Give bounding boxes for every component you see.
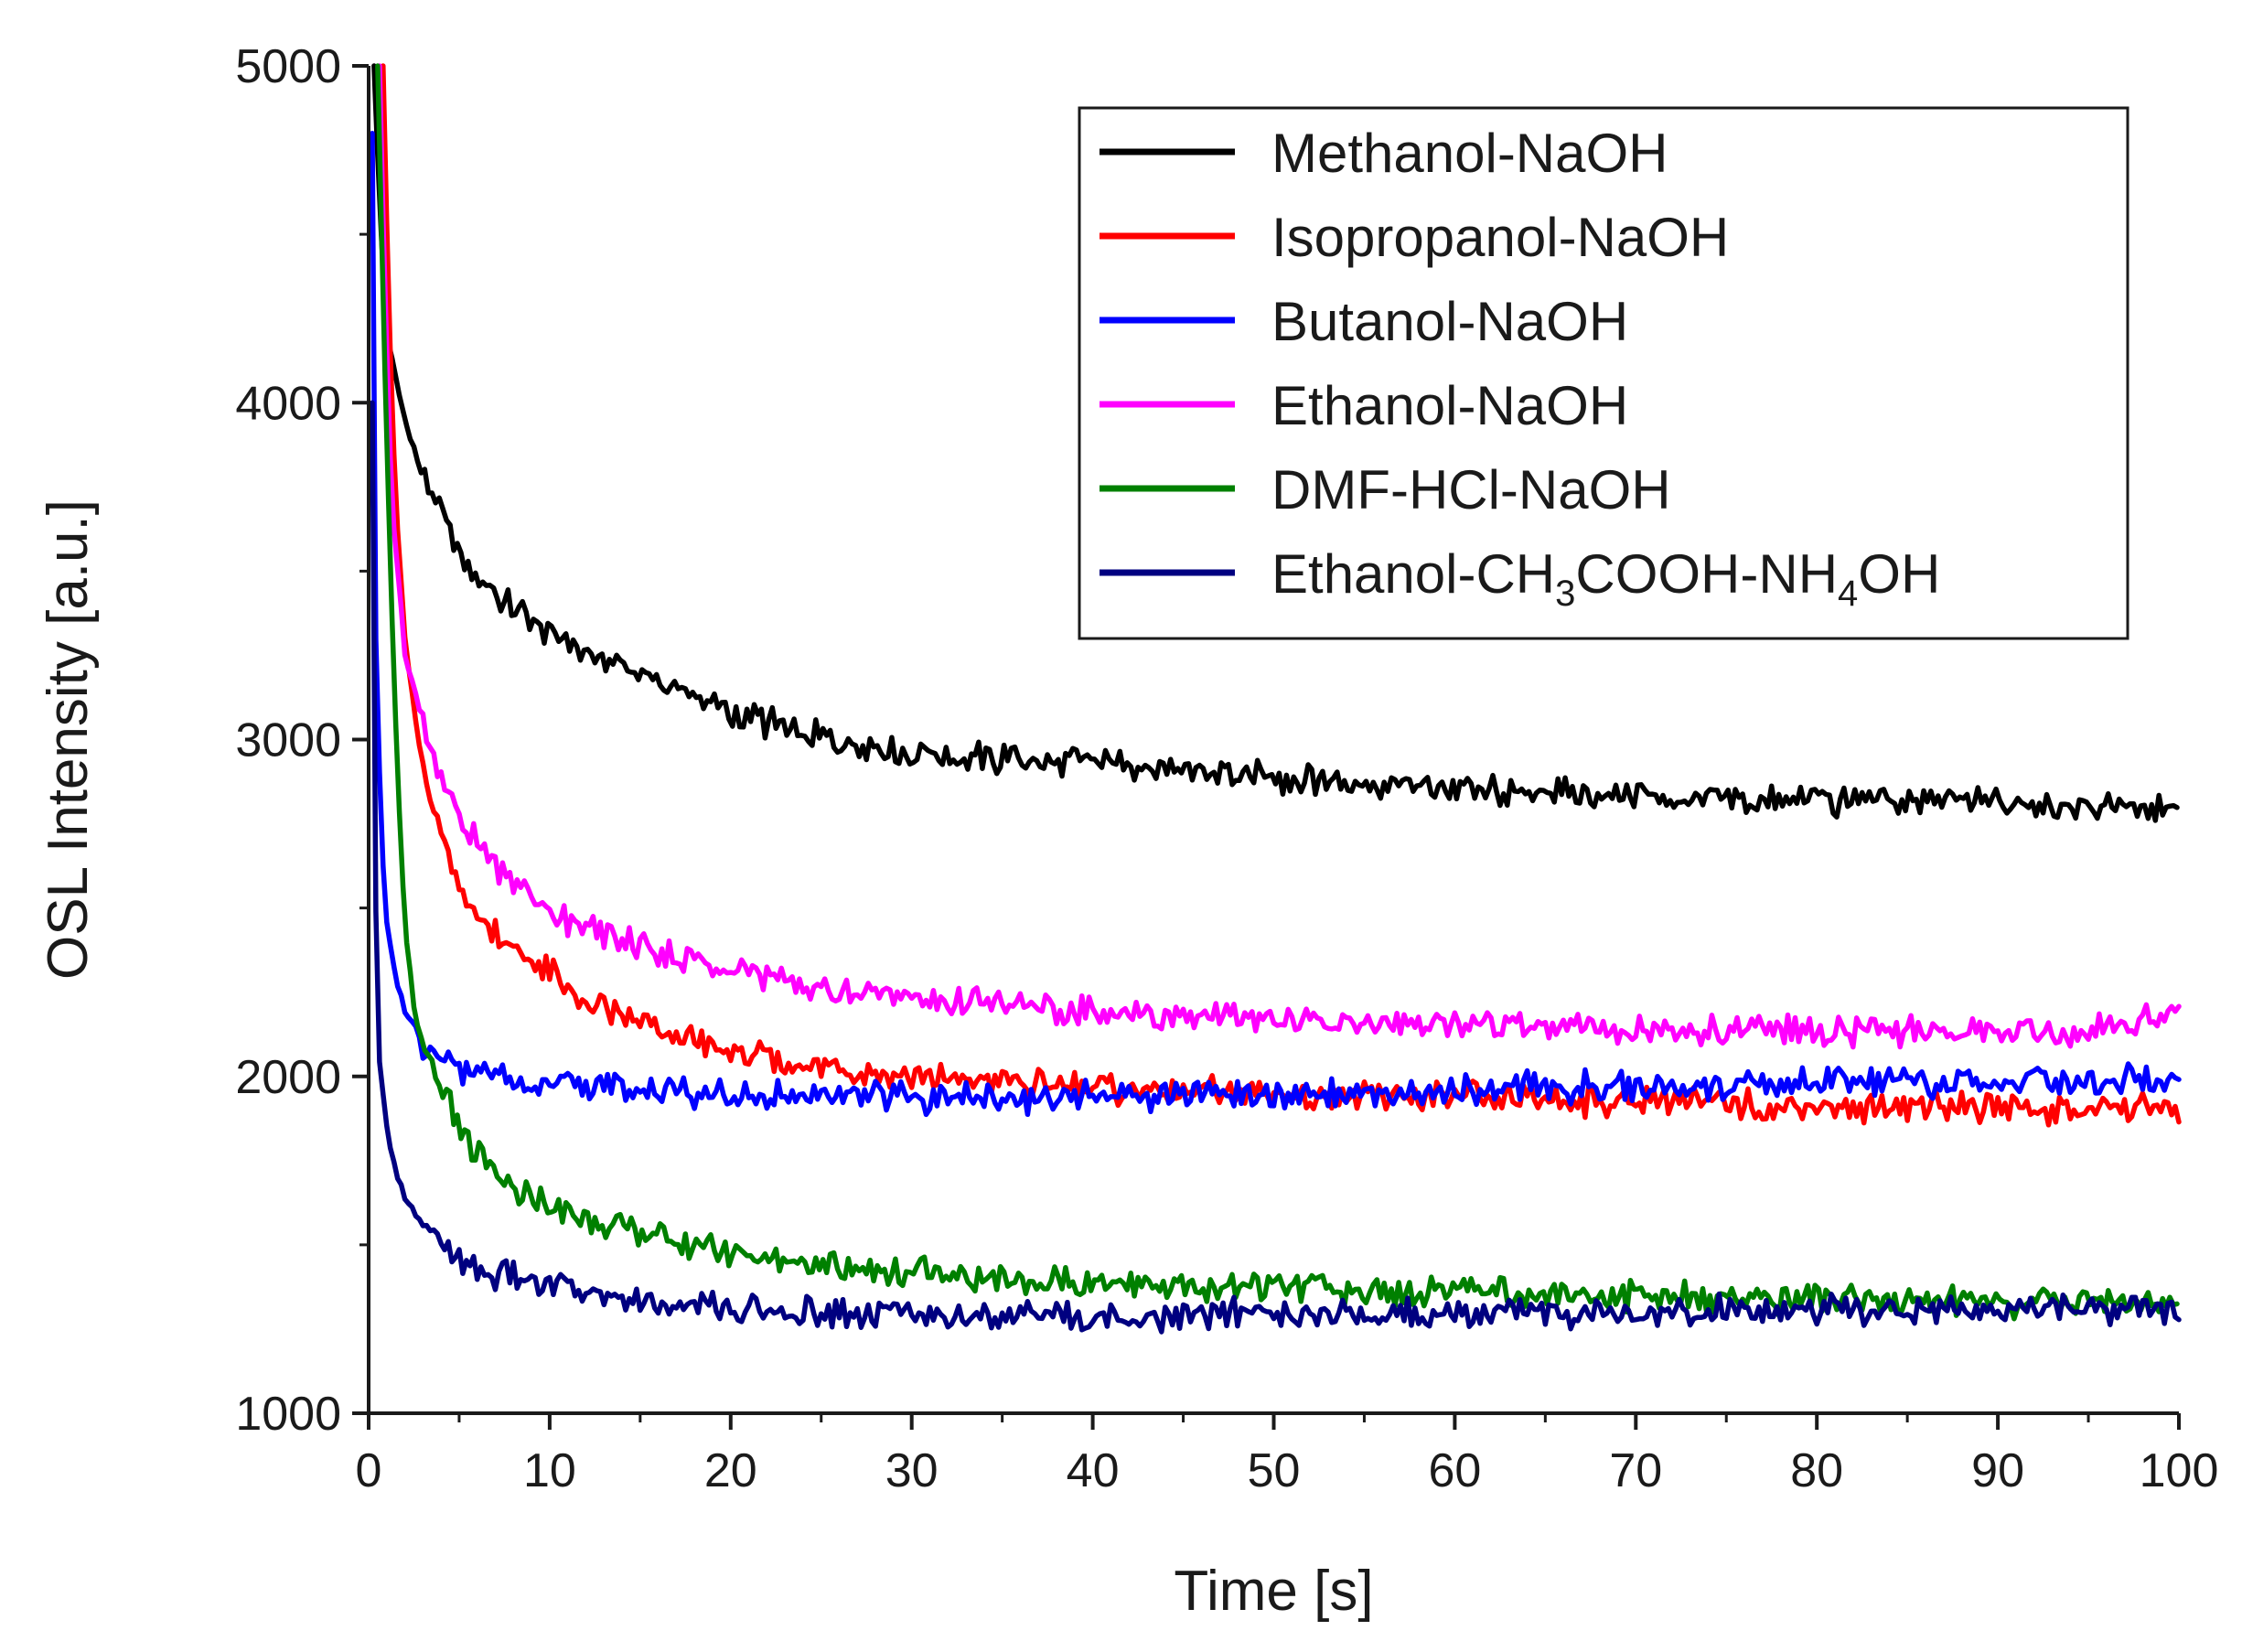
y-tick-label: 5000 [235, 40, 341, 93]
axes-layer: 0 10 20 30 40 50 60 70 80 90 100 1000 2000 3000 4000 5… [235, 40, 2218, 1497]
legend-label-part: Isopropanol-NaOH [1271, 207, 1729, 268]
x-tick-label: 10 [523, 1444, 576, 1497]
x-tick-label: 70 [1609, 1444, 1662, 1497]
legend-label-part: Methanol-NaOH [1271, 123, 1668, 184]
series-line-5 [375, 63, 2180, 1322]
x-axis-title: Time [s] [1174, 1560, 1373, 1623]
legend-label-part: 4 [1838, 574, 1858, 614]
legend-box [1078, 106, 2129, 640]
y-tick-label: 1000 [235, 1388, 341, 1441]
x-ticks: 0 10 20 30 40 50 60 70 80 90 100 [356, 1413, 2219, 1497]
x-tick-label: 50 [1248, 1444, 1301, 1497]
x-tick-label: 80 [1790, 1444, 1843, 1497]
legend-label-part: COOH-NH [1575, 543, 1838, 605]
y-tick-label: 2000 [235, 1051, 341, 1104]
legend-label-part: DMF-HCl-NaOH [1271, 459, 1671, 520]
legend-label-1: Methanol-NaOH [1271, 123, 1668, 184]
x-tick-label: 0 [356, 1444, 382, 1497]
legend-label-3: Butanol-NaOH [1271, 291, 1628, 352]
y-ticks: 1000 2000 3000 4000 5000 [235, 40, 369, 1441]
x-tick-label: 30 [885, 1444, 939, 1497]
legend-label-4: Ethanol-NaOH [1271, 375, 1628, 436]
legend-label-part: Butanol-NaOH [1271, 291, 1628, 352]
y-axis-title: OSL Intensity [a.u.] [37, 499, 100, 980]
legend-items: Methanol-NaOH Isopropanol-NaOH Butanol-NaO… [1100, 123, 1940, 614]
legend-label-part: 3 [1555, 574, 1575, 614]
x-tick-label: 40 [1067, 1444, 1120, 1497]
series-line-1 [371, 63, 2180, 823]
x-tick-label: 100 [2140, 1444, 2219, 1497]
series-layer [370, 63, 2182, 1335]
series-line-3 [370, 130, 2182, 1118]
series-line-6 [370, 400, 2182, 1335]
legend-label-2: Isopropanol-NaOH [1271, 207, 1729, 268]
legend-label-part: Ethanol-NaOH [1271, 375, 1628, 436]
x-tick-label: 20 [704, 1444, 757, 1497]
legend-label-part: OH [1858, 543, 1940, 605]
series-line-4 [377, 63, 2182, 1050]
legend-label-6: Ethanol-CH3COOH-NH4OH [1271, 543, 1940, 614]
legend-label-part: Ethanol-CH [1271, 543, 1555, 605]
y-tick-label: 4000 [235, 377, 341, 430]
x-tick-label: 60 [1428, 1444, 1481, 1497]
x-tick-label: 90 [1971, 1444, 2024, 1497]
y-tick-label: 3000 [235, 714, 341, 767]
legend: Methanol-NaOH Isopropanol-NaOH Butanol-NaO… [1078, 106, 2129, 640]
legend-label-5: DMF-HCl-NaOH [1271, 459, 1671, 520]
